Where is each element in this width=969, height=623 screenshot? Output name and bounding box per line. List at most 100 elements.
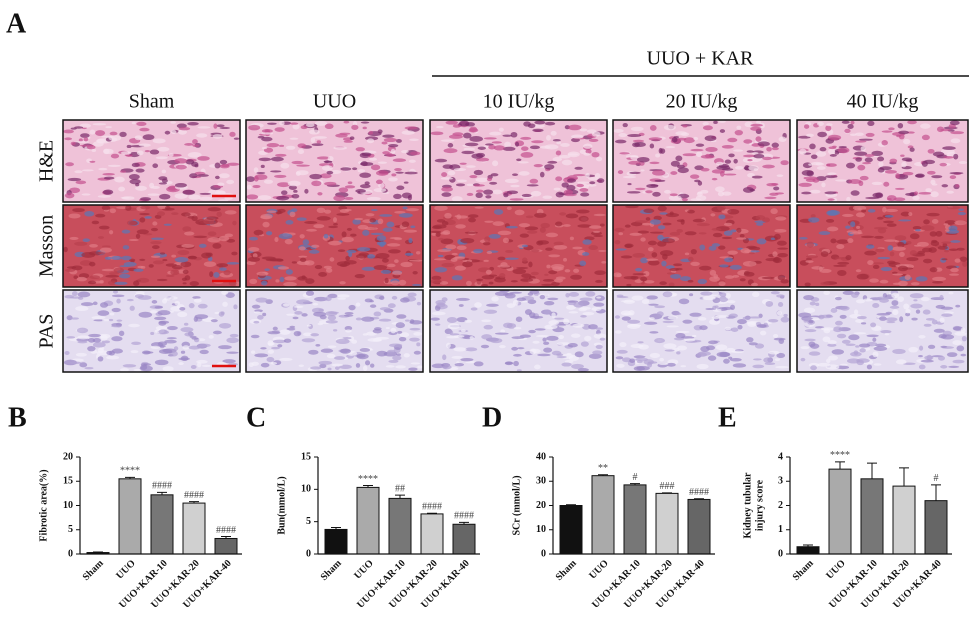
texture [633, 355, 646, 359]
texture [669, 193, 678, 197]
y-tick-label: 5 [68, 524, 73, 535]
texture [222, 359, 236, 364]
texture [910, 282, 920, 286]
texture [262, 221, 270, 228]
texture [825, 125, 832, 132]
texture [463, 132, 472, 139]
texture [109, 312, 115, 316]
texture [694, 179, 701, 183]
texture [221, 290, 229, 295]
texture [801, 191, 812, 195]
texture [129, 178, 141, 185]
texture [301, 313, 308, 317]
texture [558, 154, 571, 159]
texture [846, 162, 856, 169]
texture [759, 330, 767, 336]
texture [541, 283, 554, 286]
texture [442, 230, 451, 235]
texture [628, 160, 641, 165]
texture [481, 319, 492, 323]
texture [616, 349, 628, 354]
texture [918, 192, 932, 195]
texture [326, 353, 336, 359]
texture [596, 296, 602, 299]
texture [64, 137, 73, 141]
texture [529, 290, 540, 294]
texture [849, 133, 857, 137]
texture [946, 206, 960, 210]
texture [579, 297, 593, 301]
texture [161, 178, 168, 183]
texture [539, 171, 545, 178]
texture [753, 154, 765, 159]
significance: # [934, 473, 939, 484]
texture [377, 161, 388, 164]
texture [128, 173, 140, 180]
texture [577, 224, 592, 228]
texture [635, 187, 646, 191]
texture [816, 166, 826, 170]
texture [513, 353, 522, 357]
texture [845, 225, 851, 229]
texture [778, 136, 787, 142]
texture [654, 179, 666, 182]
texture [671, 137, 678, 143]
texture [64, 350, 70, 355]
texture [915, 276, 928, 282]
texture [214, 175, 220, 180]
texture [613, 272, 622, 278]
texture [776, 174, 784, 177]
texture [509, 291, 523, 294]
texture [528, 312, 536, 318]
texture [700, 291, 713, 296]
texture [860, 322, 867, 325]
micrograph-frame [62, 119, 241, 203]
texture [68, 213, 81, 219]
texture [101, 340, 111, 344]
texture [216, 190, 226, 196]
texture [573, 174, 586, 177]
texture [885, 317, 898, 322]
texture [92, 141, 104, 147]
texture [698, 232, 707, 235]
texture [66, 336, 76, 339]
texture [128, 323, 140, 328]
texture [691, 334, 697, 338]
texture [466, 165, 476, 168]
texture [936, 126, 944, 133]
texture [877, 228, 887, 234]
texture [909, 147, 915, 152]
texture [333, 329, 338, 332]
texture [89, 160, 96, 163]
texture [386, 263, 396, 268]
texture [579, 260, 587, 267]
texture [355, 302, 361, 307]
texture [592, 350, 603, 355]
texture [883, 181, 890, 187]
texture [776, 352, 786, 359]
texture [776, 294, 785, 298]
texture [77, 291, 91, 298]
texture [723, 230, 733, 236]
texture [208, 335, 214, 339]
texture [877, 167, 885, 173]
texture [131, 121, 136, 125]
texture [316, 207, 326, 214]
texture [835, 179, 848, 182]
texture [752, 291, 760, 298]
texture [150, 345, 161, 350]
texture [657, 225, 666, 230]
texture [177, 249, 190, 256]
error-bar [157, 491, 167, 495]
texture [748, 316, 763, 319]
texture [498, 127, 504, 132]
texture [929, 267, 938, 273]
texture [206, 216, 219, 220]
texture [506, 206, 512, 211]
texture [258, 157, 272, 162]
texture [333, 223, 338, 226]
texture [131, 341, 141, 346]
texture [360, 162, 374, 166]
texture [744, 121, 753, 128]
texture [152, 163, 159, 169]
